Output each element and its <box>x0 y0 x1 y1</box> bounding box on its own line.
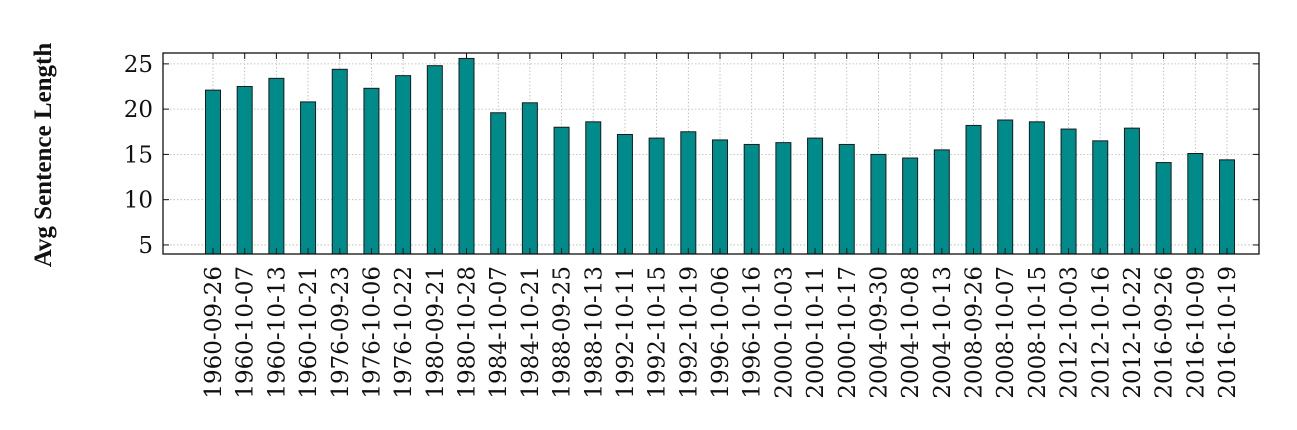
x-tick-label: 1984-10-07 <box>486 266 512 399</box>
x-tick-label: 2012-10-22 <box>1120 266 1146 399</box>
x-tick-label: 1992-10-11 <box>613 266 639 399</box>
x-tick-label: 2008-10-07 <box>993 266 1019 399</box>
bar <box>236 86 253 255</box>
bar <box>395 75 412 255</box>
bar <box>268 77 285 255</box>
x-tick-label: 1980-09-21 <box>423 266 449 399</box>
bar <box>426 65 443 255</box>
bar <box>363 87 380 255</box>
bar <box>1092 140 1109 255</box>
bar <box>458 57 475 255</box>
bar <box>1060 128 1077 255</box>
bar <box>1028 121 1045 255</box>
x-tick-label: 2000-10-17 <box>835 266 861 399</box>
x-tick-label: 2004-10-13 <box>930 266 956 399</box>
bar <box>553 126 570 255</box>
bar <box>1123 127 1140 255</box>
x-tick-label: 1988-09-25 <box>550 266 576 399</box>
x-tick-label: 2016-10-19 <box>1215 266 1241 399</box>
bar <box>1155 162 1172 255</box>
bar <box>965 124 982 255</box>
bar <box>1187 153 1204 255</box>
x-tick-label: 2012-10-16 <box>1088 266 1114 399</box>
x-tick-label: 1996-10-06 <box>708 266 734 399</box>
x-tick-label: 2008-10-15 <box>1025 266 1051 399</box>
bar <box>648 137 665 255</box>
bar <box>490 112 507 255</box>
y-tick-label: 10 <box>124 188 153 214</box>
y-tick-label: 5 <box>138 233 153 259</box>
bar <box>997 119 1014 255</box>
bar <box>680 131 697 255</box>
x-tick-labels: 1960-09-26 1960-10-07 1960-10-13 1960-10-21… <box>201 266 1241 399</box>
bar <box>902 157 919 255</box>
x-tick-label: 1960-09-26 <box>201 266 227 399</box>
x-tick-label: 1976-10-06 <box>359 266 385 399</box>
bar <box>933 149 950 255</box>
bar <box>331 68 348 255</box>
bar <box>585 121 602 255</box>
x-tick-label: 1976-10-22 <box>391 266 417 399</box>
bar <box>205 89 221 255</box>
bar <box>838 143 855 255</box>
x-tick-label: 1996-10-16 <box>740 266 766 399</box>
x-tick-label: 1980-10-28 <box>455 266 481 399</box>
x-tick-label: 1960-10-13 <box>264 266 290 399</box>
y-tick-labels: 5 10 15 20 25 <box>124 52 153 259</box>
y-tick-label: 25 <box>124 52 153 78</box>
bar <box>870 153 887 255</box>
bars <box>205 57 1235 255</box>
y-tick-label: 15 <box>124 142 153 168</box>
y-tick-label: 20 <box>124 97 153 123</box>
bar <box>616 133 633 255</box>
x-tick-label: 2016-10-09 <box>1183 266 1209 399</box>
x-tick-label: 1984-10-21 <box>518 266 544 399</box>
x-tick-label: 1960-10-21 <box>296 266 322 399</box>
bar <box>300 101 317 255</box>
x-tick-label: 2016-09-26 <box>1152 266 1178 399</box>
y-axis-title: Avg Sentence Length <box>30 43 57 268</box>
bar <box>807 137 824 255</box>
bar <box>743 143 760 255</box>
x-tick-label: 1976-09-23 <box>328 266 354 399</box>
bar <box>775 142 792 255</box>
ticks <box>163 53 1259 254</box>
x-tick-label: 1960-10-07 <box>233 266 259 399</box>
bar <box>1219 159 1235 255</box>
x-tick-label: 2012-10-03 <box>1057 266 1083 399</box>
x-tick-label: 2000-10-11 <box>803 266 829 399</box>
x-tick-label: 2000-10-03 <box>771 266 797 399</box>
bar <box>521 102 538 255</box>
plot-frame <box>162 52 1260 255</box>
x-tick-label: 2004-09-30 <box>866 266 892 399</box>
x-tick-label: 2004-10-08 <box>898 266 924 399</box>
bar <box>712 139 728 255</box>
x-tick-label: 1988-10-13 <box>581 266 607 399</box>
x-tick-label: 1992-10-19 <box>676 266 702 399</box>
x-tick-label: 2008-09-26 <box>962 266 988 399</box>
x-tick-label: 1992-10-15 <box>645 266 671 399</box>
